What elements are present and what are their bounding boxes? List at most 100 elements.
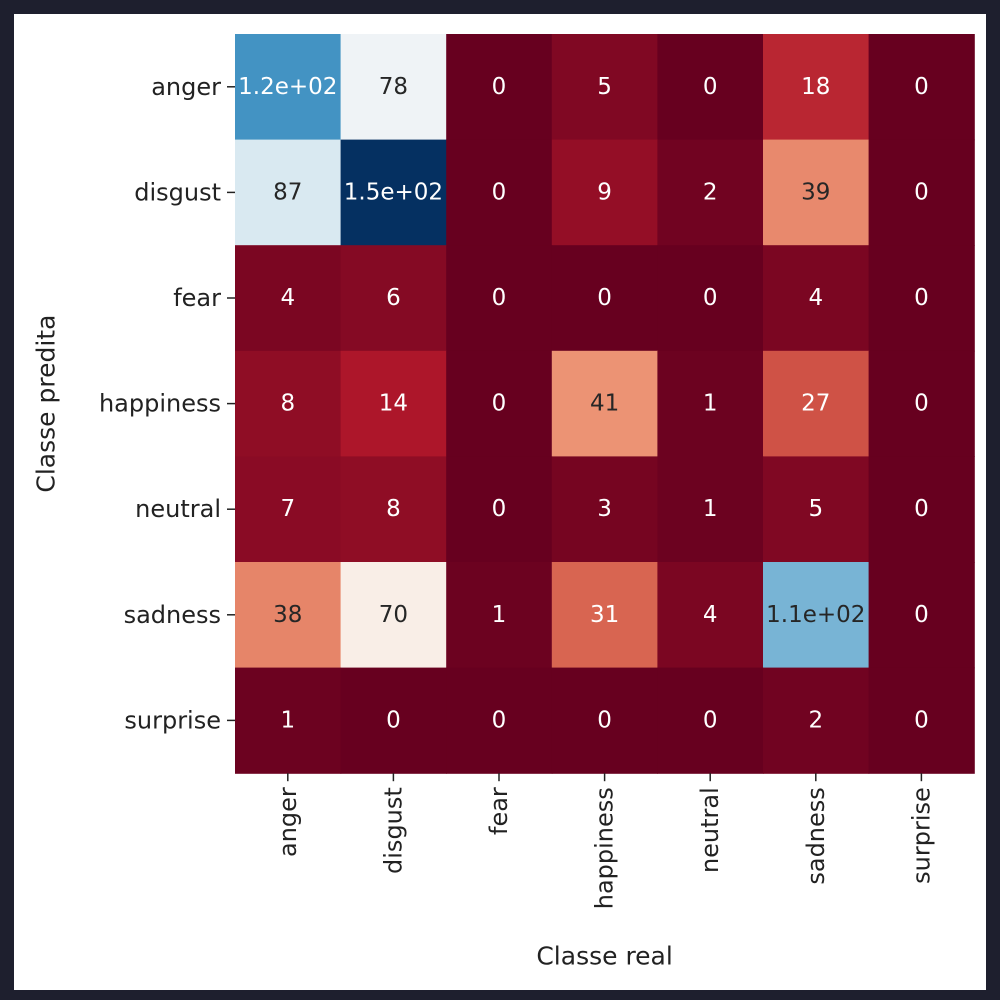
cell-value-label: 2: [703, 179, 718, 205]
cell-value-label: 14: [379, 391, 408, 417]
heatmap-cell: [657, 350, 764, 457]
heatmap-cell: [340, 667, 447, 774]
heatmap-cell: [551, 562, 658, 669]
cell-value-label: 31: [590, 602, 619, 628]
cell-value-label: 9: [597, 179, 612, 205]
x-tick-label: sadness: [802, 787, 830, 884]
x-axis-title: Classe real: [536, 942, 672, 971]
cell-value-label: 41: [590, 391, 619, 417]
cell-value-label: 0: [492, 74, 507, 100]
heatmap-cell: [235, 34, 342, 141]
confusion-matrix-heatmap: 1.2e+02 78 0 5 0 18 087 1.5e+02 0 9 2 39 04 6 0 0 0 4 08 14…: [32, 34, 975, 971]
heatmap-cell: [551, 456, 658, 563]
cell-value-label: 70: [379, 602, 408, 628]
cell-value-label: 39: [801, 179, 830, 205]
x-tick-label: fear: [485, 787, 513, 835]
heatmap-cell: [868, 667, 975, 774]
heatmap-cell: [340, 456, 447, 563]
heatmap-cell: [763, 34, 870, 141]
figure: 1.2e+02 78 0 5 0 18 0 87 1.5e+02 0 9 2 39 0 4 6 0 0 0 4 0 8 14…: [14, 14, 986, 990]
y-tick-label: anger: [151, 73, 221, 101]
cell-value-label: 1: [492, 602, 507, 628]
heatmap-cell: [657, 667, 764, 774]
cell-value-label: 7: [280, 496, 295, 522]
cell-value-label: 3: [597, 496, 612, 522]
cell-value-label: 0: [914, 74, 929, 100]
cell-value-label: 0: [914, 285, 929, 311]
heatmap-cell: [446, 456, 553, 563]
heatmap-cell: [868, 350, 975, 457]
heatmap-cell: [551, 34, 658, 141]
cell-value-label: 5: [808, 496, 823, 522]
cell-value-label: 6: [386, 285, 401, 311]
heatmap-cell: [657, 34, 764, 141]
cell-value-label: 8: [280, 391, 295, 417]
heatmap-cell: [235, 667, 342, 774]
cell-value-label: 0: [914, 179, 929, 205]
heatmap-cell: [868, 34, 975, 141]
heatmap-cell: [446, 34, 553, 141]
heatmap-cell: [868, 456, 975, 563]
y-tick-label: happiness: [99, 390, 221, 418]
cell-value-label: 0: [914, 496, 929, 522]
heatmap-cell: [551, 245, 658, 352]
heatmap-cell: [868, 562, 975, 669]
cell-value-label: 0: [703, 285, 718, 311]
cell-value-label: 1: [703, 496, 718, 522]
cell-value-label: 1.5e+02: [344, 179, 443, 205]
heatmap-cell: [868, 139, 975, 246]
heatmap-cell: [657, 245, 764, 352]
heatmap-cell: [551, 667, 658, 774]
cell-value-label: 0: [703, 707, 718, 733]
cell-value-label: 0: [703, 74, 718, 100]
x-tick-label: surprise: [907, 787, 935, 884]
cell-value-label: 87: [273, 179, 302, 205]
heatmap-cell: [763, 456, 870, 563]
cell-value-label: 27: [801, 391, 830, 417]
heatmap-cell: [657, 139, 764, 246]
cell-value-label: 38: [273, 602, 302, 628]
heatmap-cell: [235, 456, 342, 563]
cell-value-label: 0: [492, 285, 507, 311]
cell-value-label: 0: [492, 391, 507, 417]
heatmap-cell: [446, 667, 553, 774]
y-tick-label: fear: [173, 284, 221, 312]
cell-value-label: 8: [386, 496, 401, 522]
heatmap-cell: [340, 562, 447, 669]
cell-value-label: 0: [386, 707, 401, 733]
cell-value-label: 1: [280, 707, 295, 733]
cell-value-label: 0: [914, 391, 929, 417]
cell-value-label: 0: [492, 707, 507, 733]
cell-value-label: 4: [280, 285, 295, 311]
heatmap-cell: [763, 245, 870, 352]
cell-value-label: 0: [597, 285, 612, 311]
heatmap-cell: [340, 245, 447, 352]
cell-value-label: 0: [492, 496, 507, 522]
x-tick-label: disgust: [379, 787, 407, 874]
cell-value-label: 2: [808, 707, 823, 733]
cell-value-label: 0: [914, 707, 929, 733]
cell-value-label: 18: [801, 74, 830, 100]
cell-value-label: 0: [914, 602, 929, 628]
heatmap-cell: [446, 245, 553, 352]
x-tick-label: neutral: [696, 787, 724, 873]
cell-value-label: 5: [597, 74, 612, 100]
y-tick-label: disgust: [134, 178, 221, 206]
cell-value-label: 4: [808, 285, 823, 311]
cell-value-label: 1.2e+02: [238, 74, 337, 100]
heatmap-cell: [235, 350, 342, 457]
cell-value-label: 0: [492, 179, 507, 205]
heatmap-cell: [551, 139, 658, 246]
heatmap-cell: [235, 245, 342, 352]
y-tick-label: surprise: [124, 706, 221, 734]
cell-value-label: 78: [379, 74, 408, 100]
cell-value-label: 1.1e+02: [766, 602, 865, 628]
heatmap-cell: [235, 139, 342, 246]
heatmap-cell: [340, 350, 447, 457]
heatmap-cell: [235, 562, 342, 669]
cell-value-label: 0: [597, 707, 612, 733]
y-tick-label: sadness: [124, 601, 221, 629]
cell-value-label: 4: [703, 602, 718, 628]
x-tick-label: anger: [274, 787, 302, 857]
heatmap-cell: [446, 139, 553, 246]
